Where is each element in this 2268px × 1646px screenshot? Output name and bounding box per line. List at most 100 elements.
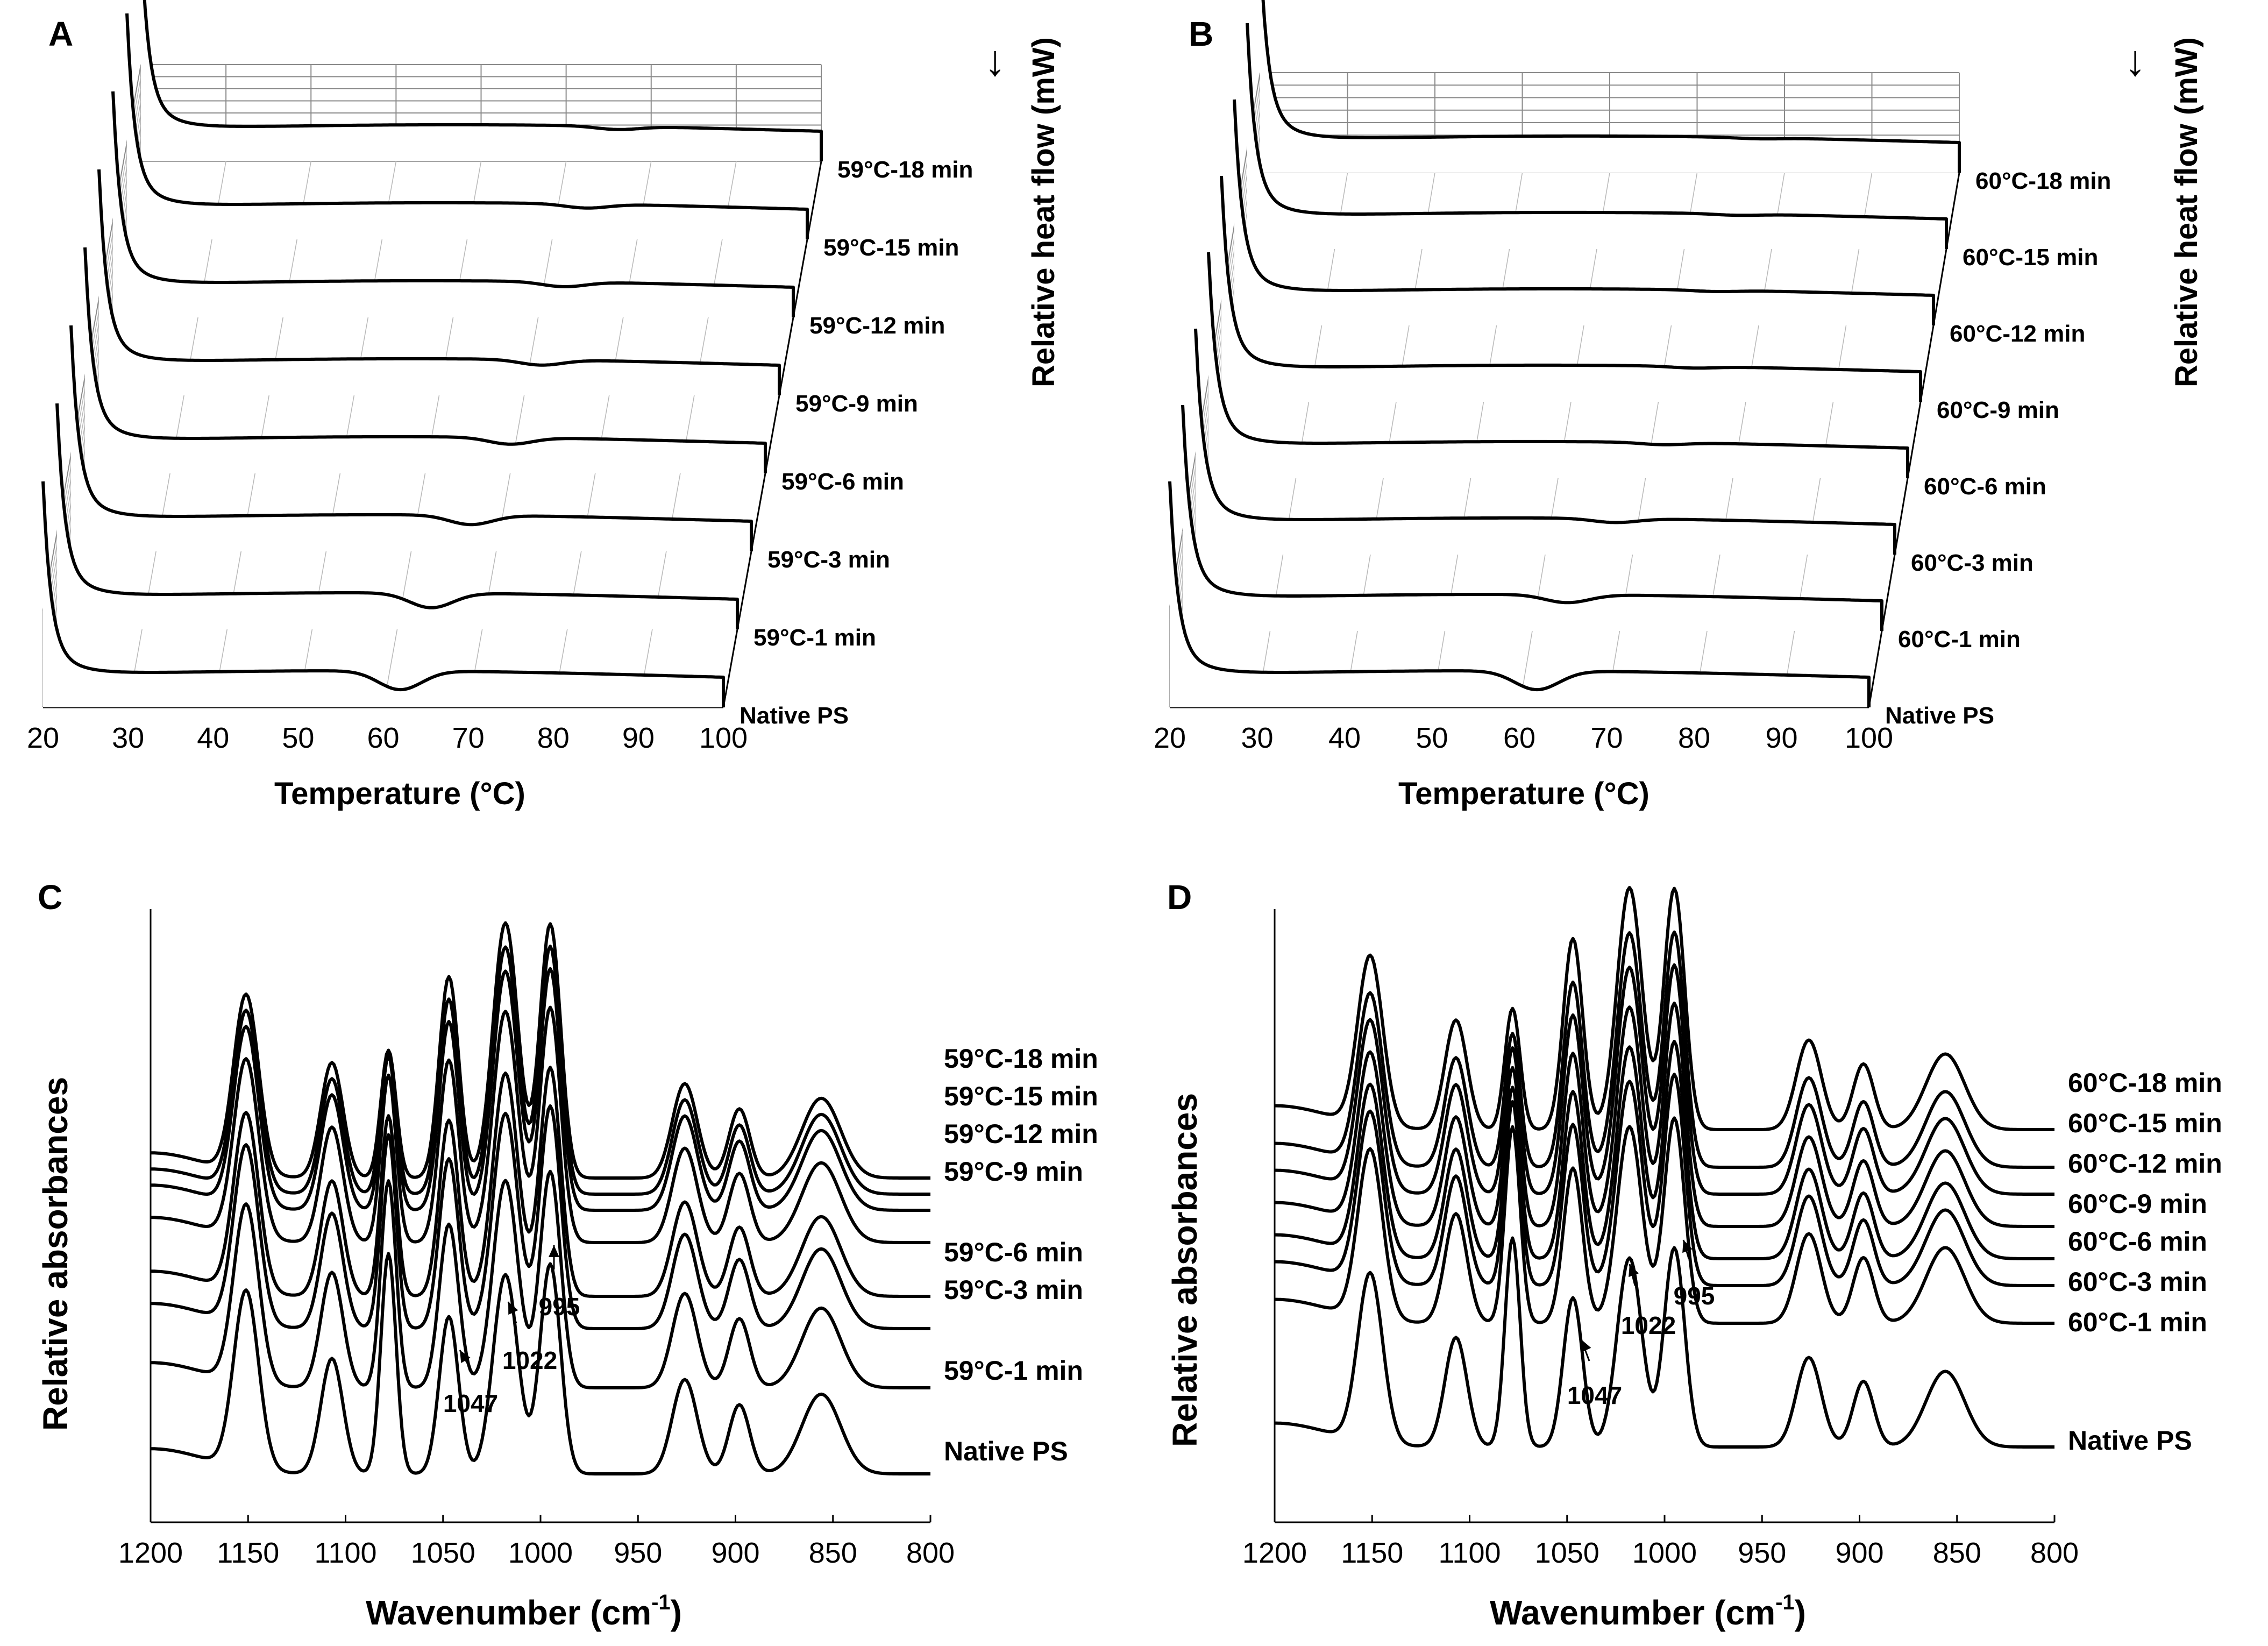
x-tick-label: 80 bbox=[1678, 722, 1710, 754]
x-tick-label: 40 bbox=[1328, 722, 1361, 754]
annotation-arrowhead-995 bbox=[1682, 1240, 1693, 1253]
series-label-60c-12-min: 60°C-12 min bbox=[1950, 321, 2085, 347]
ftir-curve-native-ps bbox=[1275, 1236, 2054, 1449]
panel-c-x-ticks: 1200 1150 1100 1050 1000 950 900 850 800 bbox=[118, 1515, 955, 1569]
series-label-60c-6-min: 60°C-6 min bbox=[2068, 1226, 2207, 1257]
panel-d-y-axis-title: Relative absorbances bbox=[1165, 1093, 1204, 1447]
series-label-59c-9-min: 59°C-9 min bbox=[795, 391, 918, 417]
series-label-59c-18-min: 59°C-18 min bbox=[944, 1044, 1098, 1074]
series-label-59c-15-min: 59°C-15 min bbox=[823, 235, 959, 261]
series-label-59c-9-min: 59°C-9 min bbox=[944, 1157, 1083, 1187]
dsc-curve-59c-9-min bbox=[97, 169, 781, 395]
panel-d-curves bbox=[1275, 886, 2054, 1449]
series-label-59c-12-min: 59°C-12 min bbox=[944, 1119, 1098, 1149]
series-label-native-ps: Native PS bbox=[740, 703, 849, 729]
x-tick-label: 100 bbox=[699, 722, 748, 754]
series-label-60c-3-min: 60°C-3 min bbox=[1911, 550, 2034, 576]
curve-occluder bbox=[1196, 329, 1895, 555]
x-tick-label: 70 bbox=[1590, 722, 1623, 754]
x-tick-label: 1200 bbox=[118, 1537, 183, 1569]
panel-d-ftir-chart: 1200 1150 1100 1050 1000 950 900 850 800 Native … bbox=[1165, 886, 2222, 1632]
series-label-60c-15-min: 60°C-15 min bbox=[2068, 1108, 2222, 1138]
curve-occluder bbox=[71, 325, 751, 551]
curve-occluder bbox=[1234, 100, 1933, 325]
curve-occluder bbox=[141, 0, 821, 161]
series-label-59c-3-min: 59°C-3 min bbox=[767, 547, 890, 573]
dsc-curve-59c-18-min bbox=[143, 0, 823, 161]
series-label-59c-3-min: 59°C-3 min bbox=[944, 1275, 1083, 1305]
series-label-59c-1-min: 59°C-1 min bbox=[944, 1356, 1083, 1386]
curve-occluder bbox=[99, 169, 779, 395]
x-tick-label: 90 bbox=[622, 722, 655, 754]
x-tick-label: 850 bbox=[809, 1537, 857, 1569]
x-tick-label: 90 bbox=[1765, 722, 1797, 754]
curve-occluder bbox=[1183, 405, 1882, 631]
panel-letter-a: A bbox=[48, 15, 73, 53]
dsc-curve-native-ps bbox=[41, 481, 725, 707]
dsc-curve-60c-18-min bbox=[1261, 0, 1961, 173]
x-tick-label: 1000 bbox=[1632, 1537, 1697, 1569]
x-tick-label: 60 bbox=[1503, 722, 1535, 754]
panel-a-curves bbox=[41, 0, 823, 707]
annotation-arrowhead-1022 bbox=[1629, 1264, 1639, 1278]
ftir-curve-59c-1-min bbox=[151, 1169, 930, 1389]
dsc-curve-59c-1-min bbox=[55, 403, 739, 629]
series-label-59c-18-min: 59°C-18 min bbox=[837, 157, 973, 183]
dsc-curve-59c-3-min bbox=[69, 325, 753, 551]
x-tick-label: 900 bbox=[711, 1537, 759, 1569]
series-label-60c-1-min: 60°C-1 min bbox=[1898, 626, 2021, 652]
ftir-curve-60c-6-min bbox=[1275, 1040, 2054, 1260]
x-tick-label: 800 bbox=[2030, 1537, 2079, 1569]
annotation-label-995: 995 bbox=[539, 1293, 580, 1321]
panel-letter-d: D bbox=[1167, 878, 1192, 917]
x-tick-label: 1200 bbox=[1242, 1537, 1307, 1569]
dsc-curve-60c-15-min bbox=[1246, 23, 1948, 249]
curve-occluder bbox=[85, 247, 765, 473]
x-tick-label: 40 bbox=[197, 722, 229, 754]
x-tick-label: 50 bbox=[282, 722, 314, 754]
ftir-curve-59c-6-min bbox=[151, 1066, 930, 1298]
x-tick-label: 30 bbox=[112, 722, 144, 754]
panel-d-x-ticks: 1200 1150 1100 1050 1000 950 900 850 800 bbox=[1242, 1515, 2079, 1569]
x-tick-label: 900 bbox=[1835, 1537, 1883, 1569]
panel-a-x-axis-title: Temperature (°C) bbox=[274, 776, 525, 811]
x-tick-label: 80 bbox=[537, 722, 570, 754]
panel-letter-c: C bbox=[38, 878, 62, 917]
x-tick-label: 1000 bbox=[508, 1537, 573, 1569]
series-label-native-ps: Native PS bbox=[1885, 703, 1994, 729]
x-tick-label: 20 bbox=[1154, 722, 1186, 754]
x-tick-label: 1100 bbox=[314, 1537, 376, 1569]
panel-c-y-axis-title: Relative absorbances bbox=[36, 1077, 75, 1431]
panel-a-down-arrow: ↓ bbox=[984, 37, 1006, 84]
panel-b-x-axis-title: Temperature (°C) bbox=[1398, 776, 1650, 811]
panel-a-y-axis-title: Relative heat flow (mW) bbox=[1026, 37, 1061, 387]
series-label-60c-18-min: 60°C-18 min bbox=[1975, 168, 2111, 194]
panel-b-series-labels: 60°C-18 min 60°C-15 min 60°C-12 min 60°C-9 … bbox=[1885, 168, 2111, 729]
dsc-curve-60c-9-min bbox=[1220, 175, 1922, 402]
annotation-arrowhead-995 bbox=[549, 1245, 559, 1257]
x-tick-label: 1100 bbox=[1438, 1537, 1501, 1569]
panel-a-dsc-chart: 20 30 40 50 60 70 80 90 100 59°C-18 min 59°C-15 m… bbox=[27, 0, 1061, 811]
series-label-native-ps: Native PS bbox=[944, 1436, 1068, 1466]
x-tick-label: 1050 bbox=[1535, 1537, 1599, 1569]
curve-occluder bbox=[1260, 0, 1959, 173]
x-tick-label: 800 bbox=[906, 1537, 955, 1569]
curve-occluder bbox=[1170, 481, 1869, 707]
curve-occluder bbox=[127, 13, 807, 239]
series-label-60c-12-min: 60°C-12 min bbox=[2068, 1148, 2222, 1179]
x-tick-label: 950 bbox=[614, 1537, 662, 1569]
x-tick-label: 100 bbox=[1845, 722, 1893, 754]
panel-a-x-ticks: 20 30 40 50 60 70 80 90 100 bbox=[27, 722, 748, 754]
curve-occluder bbox=[1247, 23, 1946, 249]
series-label-59c-6-min: 59°C-6 min bbox=[944, 1237, 1083, 1267]
panel-d-series-labels: Native PS 60°C-1 min 60°C-3 min 60°C-6 min 6… bbox=[2068, 1068, 2222, 1456]
panel-c-curves bbox=[151, 921, 930, 1475]
right-depth-axis bbox=[1868, 172, 1960, 708]
annotation-arrowhead-1047 bbox=[460, 1350, 471, 1364]
x-tick-label: 50 bbox=[1416, 722, 1448, 754]
ftir-curve-60c-18-min bbox=[1275, 886, 2054, 1131]
ftir-curve-59c-18-min bbox=[151, 921, 930, 1180]
x-tick-label: 850 bbox=[1933, 1537, 1981, 1569]
